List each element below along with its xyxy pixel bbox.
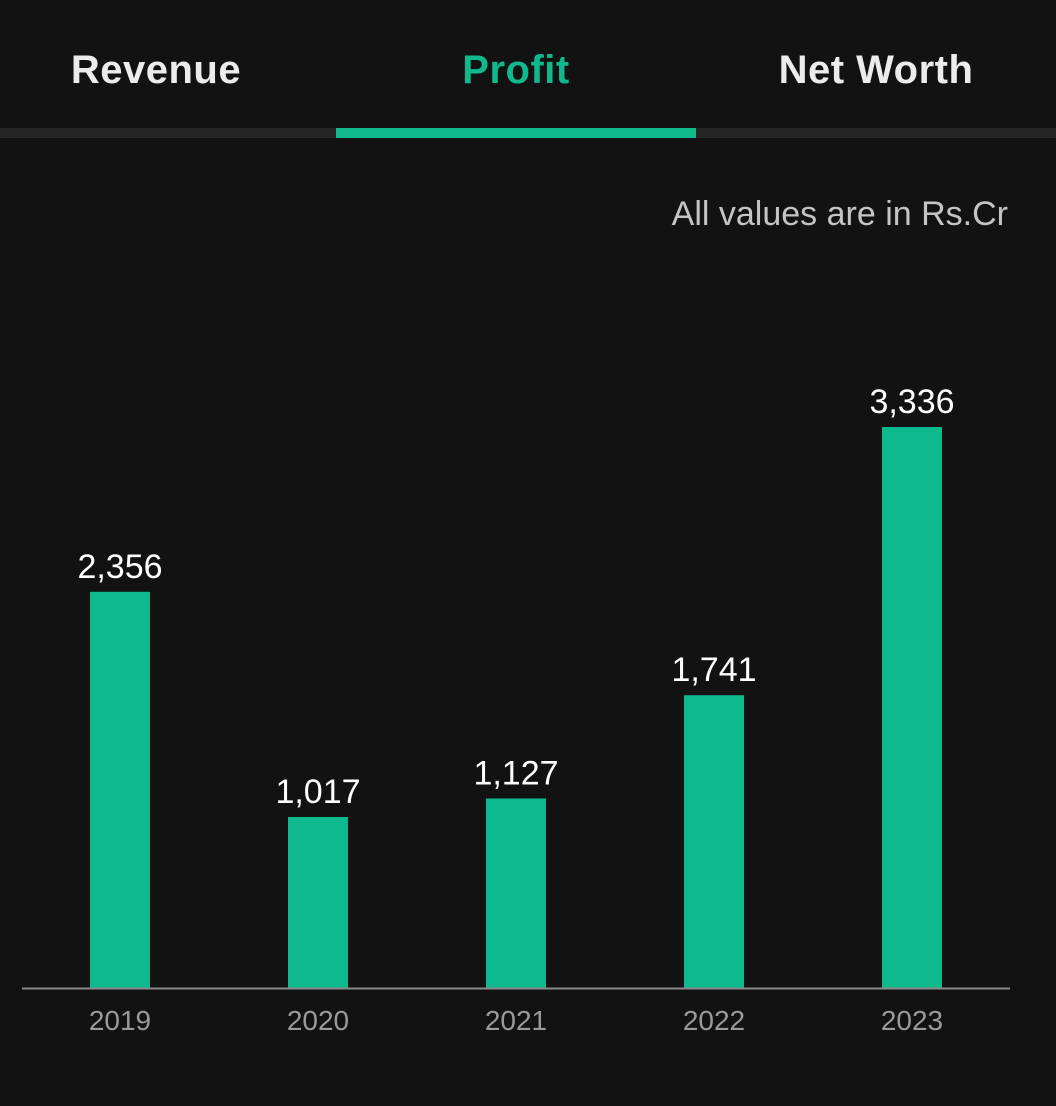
- value-label-2020: 1,017: [275, 773, 360, 811]
- bar-2019: [90, 591, 150, 988]
- x-tick-2021: 2021: [485, 1005, 547, 1036]
- value-label-2023: 3,336: [869, 383, 954, 421]
- x-tick-2019: 2019: [89, 1005, 151, 1036]
- tab-revenue[interactable]: Revenue: [70, 48, 242, 92]
- value-label-2021: 1,127: [473, 754, 558, 792]
- tab-profit[interactable]: Profit: [462, 48, 570, 92]
- profit-bar-chart: 2,356 2019 1,017 2020 1,127 2021 1,741 2022 3,33…: [22, 383, 1010, 1036]
- unit-note: All values are in Rs.Cr: [671, 195, 1008, 233]
- x-tick-2022: 2022: [683, 1005, 745, 1036]
- value-label-2019: 2,356: [77, 548, 162, 586]
- bar-2020: [288, 816, 348, 988]
- active-tab-indicator: [336, 128, 696, 138]
- tab-bar: Revenue Profit Net Worth: [0, 0, 1056, 138]
- bar-2021: [486, 798, 546, 988]
- bar-2022: [684, 695, 744, 988]
- x-tick-2023: 2023: [881, 1005, 943, 1036]
- tab-net-worth[interactable]: Net Worth: [778, 48, 974, 92]
- value-label-2022: 1,741: [671, 651, 756, 689]
- bar-2023: [882, 427, 942, 988]
- x-tick-2020: 2020: [287, 1005, 349, 1036]
